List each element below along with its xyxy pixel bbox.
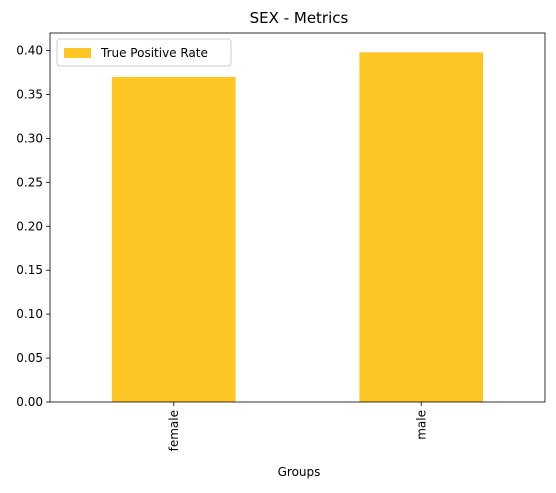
bar-male [359, 52, 484, 402]
y-tick-label: 0.05 [16, 351, 43, 365]
legend-label: True Positive Rate [100, 46, 208, 60]
x-axis-ticks: female male [167, 402, 428, 451]
legend-swatch [64, 48, 91, 58]
x-tick-label-male: male [414, 410, 428, 440]
y-tick-label: 0.35 [16, 88, 43, 102]
y-axis-ticks: 0.00 0.05 0.10 0.15 0.20 0.25 0.30 0.35 0.40 [16, 44, 50, 409]
y-tick-label: 0.30 [16, 131, 43, 145]
legend: True Positive Rate [56, 38, 232, 67]
bar-female [111, 76, 236, 402]
y-tick-label: 0.00 [16, 395, 43, 409]
axes-layer [49, 32, 546, 403]
bars-layer [111, 52, 484, 402]
plot-frame [49, 32, 546, 403]
y-tick-label: 0.10 [16, 307, 43, 321]
y-tick-label: 0.40 [16, 44, 43, 58]
y-tick-label: 0.20 [16, 219, 43, 233]
y-tick-label: 0.15 [16, 263, 43, 277]
x-tick-label-female: female [167, 410, 181, 451]
x-axis-label: Groups [278, 465, 321, 479]
y-tick-label: 0.25 [16, 175, 43, 189]
legend-box [56, 38, 232, 67]
chart-title: SEX - Metrics [250, 9, 349, 27]
